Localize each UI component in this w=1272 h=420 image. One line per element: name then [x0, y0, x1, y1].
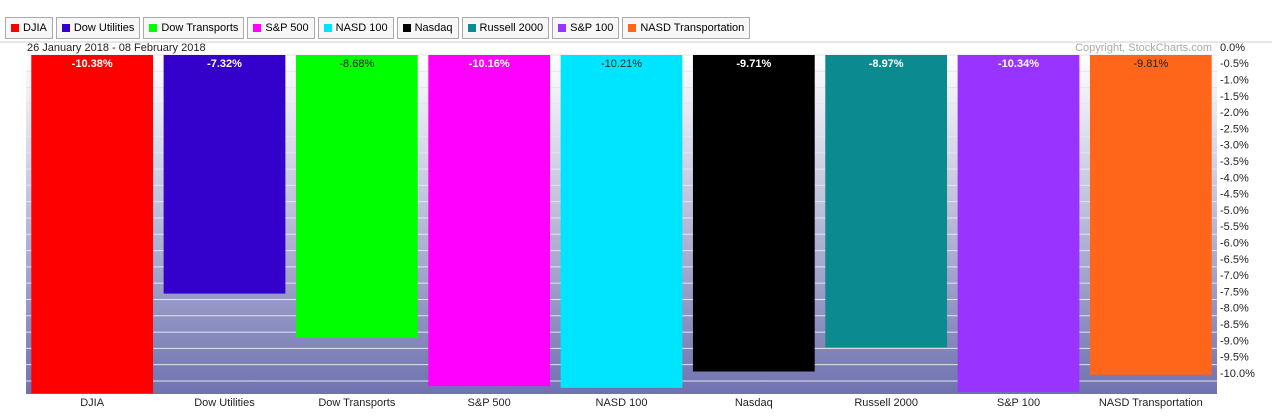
legend-label: DJIA [23, 22, 47, 34]
legend-label: NASD 100 [335, 22, 388, 34]
y-tick-label: 0.0% [1220, 42, 1245, 54]
bar [692, 55, 815, 372]
x-tick-label: NASD Transportation [1099, 397, 1203, 409]
y-tick-label: -2.0% [1220, 107, 1249, 119]
y-tick-label: -2.5% [1220, 123, 1249, 135]
x-tick-label: NASD 100 [596, 397, 648, 409]
legend-swatch [628, 24, 637, 32]
x-tick-label: Dow Utilities [194, 397, 255, 409]
x-tick-label: S&P 100 [997, 397, 1040, 409]
y-tick-label: -8.0% [1220, 303, 1249, 315]
value-label: -9.81% [1133, 58, 1168, 70]
bar [825, 55, 948, 348]
x-tick-label: S&P 500 [468, 397, 511, 409]
y-tick-label: -7.5% [1220, 286, 1249, 298]
legend-label: NASD Transportation [640, 22, 745, 34]
legend-label: Nasdaq [414, 22, 453, 34]
legend-swatch [402, 24, 411, 32]
legend-label: Dow Transports [161, 22, 239, 34]
legend-swatch [323, 24, 332, 32]
y-tick-label: -7.0% [1220, 270, 1249, 282]
subtitle: 26 January 2018 - 08 February 2018 [27, 42, 206, 54]
legend: DJIA Dow Utilities Dow Transports S&P 500 NA… [5, 17, 751, 39]
value-label: -8.68% [339, 58, 374, 70]
bar [295, 55, 418, 338]
legend-item[interactable]: Dow Transports [143, 17, 245, 39]
legend-swatch [11, 24, 19, 32]
y-tick-label: -5.0% [1220, 205, 1249, 217]
y-tick-label: -5.5% [1220, 221, 1249, 233]
x-tick-label: Dow Transports [318, 397, 396, 409]
y-tick-label: -3.0% [1220, 140, 1249, 152]
y-tick-label: -9.0% [1220, 335, 1249, 347]
legend-item[interactable]: Dow Utilities [55, 17, 141, 39]
value-label: -10.21% [601, 58, 642, 70]
legend-swatch [253, 24, 262, 32]
legend-label: Russell 2000 [479, 22, 544, 34]
bar [1089, 55, 1212, 375]
value-label: -9.71% [736, 58, 771, 70]
x-tick-label: Russell 2000 [854, 397, 918, 409]
x-tick-label: Nasdaq [735, 397, 773, 409]
legend-swatch [61, 24, 70, 32]
legend-item[interactable]: Nasdaq [396, 17, 459, 39]
bar [560, 55, 683, 388]
value-label: -8.97% [869, 58, 904, 70]
y-tick-label: -0.5% [1220, 58, 1249, 70]
legend-label: S&P 100 [570, 22, 614, 34]
y-tick-label: -6.0% [1220, 237, 1249, 249]
value-label: -10.34% [998, 58, 1039, 70]
y-tick-label: -6.5% [1220, 254, 1249, 266]
legend-swatch [467, 24, 476, 32]
bar [163, 55, 286, 294]
legend-item[interactable]: DJIA [5, 17, 53, 39]
legend-swatch [558, 24, 567, 32]
y-tick-label: -1.0% [1220, 75, 1249, 87]
y-tick-label: -8.5% [1220, 319, 1249, 331]
legend-item[interactable]: S&P 500 [247, 17, 315, 39]
y-tick-label: -4.5% [1220, 189, 1249, 201]
bar [31, 55, 154, 394]
value-label: -10.16% [469, 58, 510, 70]
y-tick-label: -10.0% [1220, 368, 1255, 380]
y-tick-label: -1.5% [1220, 91, 1249, 103]
legend-item[interactable]: NASD 100 [317, 17, 394, 39]
y-tick-label: -4.0% [1220, 172, 1249, 184]
legend-label: S&P 500 [265, 22, 309, 34]
legend-label: Dow Utilities [73, 22, 135, 34]
y-tick-label: -9.5% [1220, 352, 1249, 364]
legend-item[interactable]: NASD Transportation [622, 17, 751, 39]
legend-swatch [149, 24, 158, 32]
value-label: -10.38% [72, 58, 113, 70]
y-tick-label: -3.5% [1220, 156, 1249, 168]
bar [957, 55, 1080, 393]
legend-item[interactable]: Russell 2000 [461, 17, 550, 39]
value-label: -7.32% [207, 58, 242, 70]
x-tick-label: DJIA [80, 397, 105, 409]
bar [428, 55, 551, 387]
legend-item[interactable]: S&P 100 [552, 17, 620, 39]
copyright: Copyright, StockCharts.com [1075, 42, 1212, 54]
